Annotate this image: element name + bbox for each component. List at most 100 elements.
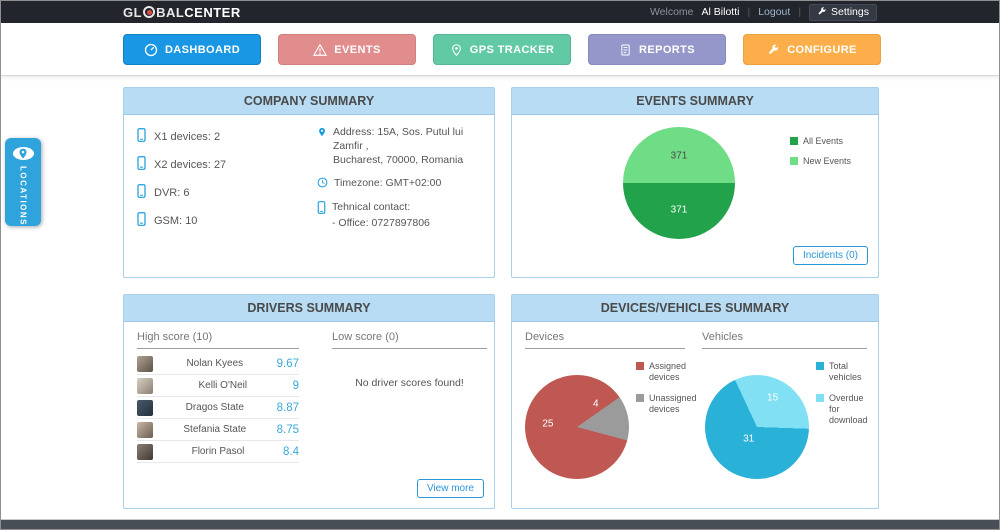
overdue-vehicles-value: 15 bbox=[767, 392, 779, 404]
driver-name: Stefania State bbox=[183, 424, 247, 435]
legend-label: All Events bbox=[803, 136, 844, 146]
drivers-summary-panel: DRIVERS SUMMARY High score (10) Low scor… bbox=[123, 294, 495, 509]
driver-row[interactable]: Kelli O'Neil 9 bbox=[137, 375, 299, 397]
driver-score: 8.87 bbox=[276, 401, 299, 414]
driver-row[interactable]: Nolan Kyees 9.67 bbox=[137, 353, 299, 375]
warning-triangle-icon bbox=[313, 43, 328, 57]
driver-score: 9.67 bbox=[276, 357, 299, 370]
list-item: GSM: 10 bbox=[137, 212, 226, 229]
company-summary-panel: COMPANY SUMMARY X1 devices: 2 X2 devices… bbox=[123, 87, 495, 278]
brand-logo[interactable]: GL BAL CENTER bbox=[123, 5, 241, 20]
tab-gps-tracker[interactable]: GPS TRACKER bbox=[433, 34, 571, 65]
main-navbar: DASHBOARD EVENTS GPS TRACKER REPORTS bbox=[1, 23, 999, 76]
device-value: 27 bbox=[213, 158, 227, 171]
low-score-heading: Low score (0) bbox=[332, 331, 487, 349]
legend-label: Overdue for download bbox=[829, 392, 868, 426]
list-item: DVR: 6 bbox=[137, 184, 226, 201]
driver-row[interactable]: Dragos State 8.87 bbox=[137, 397, 299, 419]
legend-label: Total vehicles bbox=[829, 361, 862, 383]
topbar: GL BAL CENTER Welcome Al Bilotti | Logou… bbox=[1, 1, 999, 23]
logout-link[interactable]: Logout bbox=[758, 6, 791, 18]
legend-label: New Events bbox=[803, 156, 852, 167]
legend-item: All Events bbox=[790, 136, 851, 147]
device-label: DVR: bbox=[154, 186, 181, 199]
address-row: Address: 15A, Sos. Putul lui Zamfir , Buc… bbox=[317, 125, 487, 168]
legend-item: Total vehicles bbox=[816, 361, 874, 384]
driver-score: 9 bbox=[292, 379, 299, 392]
device-label: GSM: bbox=[154, 214, 183, 227]
brand-text-gl: GL bbox=[123, 4, 143, 20]
driver-avatar bbox=[137, 443, 153, 460]
settings-label: Settings bbox=[831, 6, 869, 18]
driver-score: 8.75 bbox=[276, 423, 299, 436]
tab-reports[interactable]: REPORTS bbox=[588, 34, 726, 65]
events-pie-chart: 371 371 bbox=[623, 127, 735, 239]
driver-avatar bbox=[137, 377, 153, 394]
driver-avatar bbox=[137, 355, 153, 372]
high-score-heading: High score (10) bbox=[137, 331, 299, 349]
legend-item: Unassigned devices bbox=[636, 392, 697, 416]
legend-label: Unassigned devices bbox=[649, 392, 697, 414]
address-line1: Address: 15A, Sos. Putul lui Zamfir , bbox=[333, 126, 464, 153]
brand-text-bal: BAL bbox=[156, 4, 185, 20]
driver-avatar bbox=[137, 399, 153, 416]
contact-row: Tehnical contact: - Office: 0727897806 bbox=[317, 200, 487, 230]
devices-heading: Devices bbox=[525, 331, 685, 349]
driver-row[interactable]: Florin Pasol 8.4 bbox=[137, 441, 299, 463]
settings-wrench-icon bbox=[817, 6, 827, 19]
tab-dashboard[interactable]: DASHBOARD bbox=[123, 34, 261, 65]
driver-name: Florin Pasol bbox=[191, 446, 245, 457]
total-vehicles-value: 31 bbox=[743, 433, 755, 445]
overdue-vehicles-swatch bbox=[816, 393, 824, 402]
devices-vehicles-title: DEVICES/VEHICLES SUMMARY bbox=[512, 295, 878, 322]
timezone-text: Timezone: GMT+02:00 bbox=[334, 176, 442, 189]
company-info: Address: 15A, Sos. Putul lui Zamfir , Buc… bbox=[317, 125, 487, 238]
sidebar-tab-locations[interactable]: LOCATIONS bbox=[5, 138, 41, 226]
legend-item: Assigned devices bbox=[636, 361, 696, 384]
tab-events[interactable]: EVENTS bbox=[278, 34, 416, 65]
contact-phone-icon bbox=[317, 200, 326, 230]
address-pin-icon bbox=[317, 126, 327, 168]
new-events-value: 371 bbox=[670, 150, 688, 162]
list-item: X1 devices: 2 bbox=[137, 128, 226, 145]
vehicles-legend: Total vehicles Overdue for download bbox=[816, 361, 874, 435]
tab-label: EVENTS bbox=[334, 43, 381, 56]
assigned-devices-swatch bbox=[636, 362, 644, 370]
tab-label: GPS TRACKER bbox=[469, 43, 555, 56]
separator: | bbox=[798, 6, 802, 18]
incidents-button[interactable]: Incidents (0) bbox=[792, 246, 868, 265]
separator: | bbox=[747, 6, 751, 18]
tab-configure[interactable]: CONFIGURE bbox=[743, 34, 881, 65]
address-line2: Bucharest, 70000, Romania bbox=[333, 154, 464, 167]
mobile-device-icon bbox=[137, 212, 146, 229]
legend-item: Overdue for download bbox=[816, 393, 874, 427]
company-summary-title: COMPANY SUMMARY bbox=[124, 88, 494, 115]
view-more-button[interactable]: View more bbox=[416, 479, 484, 498]
driver-name: Nolan Kyees bbox=[186, 358, 244, 369]
device-value: 10 bbox=[185, 214, 198, 227]
devices-legend: Assigned devices Unassigned devices bbox=[636, 361, 697, 424]
device-value: 2 bbox=[213, 130, 221, 143]
contact-office: - Office: 0727897806 bbox=[332, 216, 430, 229]
username-link[interactable]: Al Bilotti bbox=[701, 6, 740, 18]
footer-strip bbox=[1, 519, 999, 529]
timezone-row: Timezone: GMT+02:00 bbox=[317, 176, 487, 192]
globe-icon bbox=[143, 6, 156, 18]
report-document-icon bbox=[619, 43, 632, 57]
settings-button[interactable]: Settings bbox=[809, 3, 877, 21]
topbar-user-area: Welcome Al Bilotti | Logout | Settings bbox=[649, 3, 877, 21]
driver-row[interactable]: Stefania State 8.75 bbox=[137, 419, 299, 441]
devices-vehicles-summary-panel: DEVICES/VEHICLES SUMMARY Devices Vehicle… bbox=[511, 294, 879, 509]
legend-label: Assigned devices bbox=[649, 361, 687, 383]
events-summary-panel: EVENTS SUMMARY 371 371 All Events New Ev… bbox=[511, 87, 879, 278]
welcome-label: Welcome bbox=[649, 6, 694, 18]
contact-label: Tehnical contact: bbox=[332, 200, 411, 213]
device-count-list: X1 devices: 2 X2 devices: 27 DVR: 6 GSM:… bbox=[137, 128, 226, 240]
device-label: X2 devices: bbox=[154, 158, 211, 171]
total-vehicles-swatch bbox=[816, 362, 824, 370]
clock-icon bbox=[317, 177, 328, 192]
legend-item: New Events bbox=[790, 156, 851, 167]
all-events-value: 371 bbox=[670, 204, 688, 216]
driver-name: Kelli O'Neil bbox=[198, 380, 248, 391]
device-label: X1 devices: bbox=[154, 130, 211, 143]
